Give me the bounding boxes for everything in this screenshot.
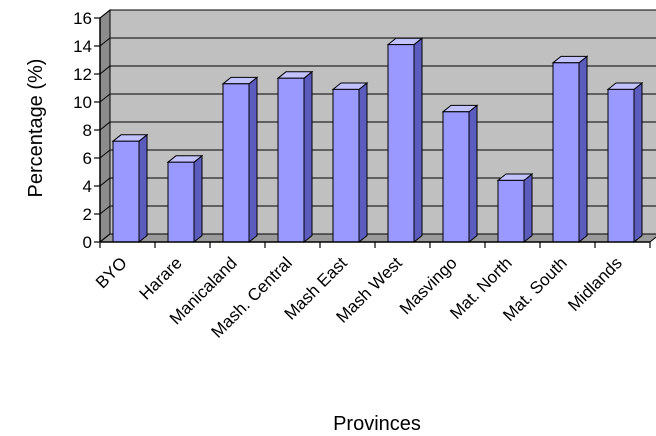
x-axis-title: Provinces (333, 413, 421, 435)
bar-side (633, 81, 643, 244)
y-axis-title: Percentage (%) (25, 59, 47, 198)
bar-front (442, 111, 470, 243)
bar-front (387, 44, 415, 243)
bar (386, 37, 424, 244)
y-tick-label: 4 (83, 177, 92, 196)
y-tick-labels: 0 2 4 6 8 10 12 14 16 (73, 9, 92, 252)
bar (496, 172, 534, 244)
y-tick-label: 2 (83, 205, 92, 224)
bar (166, 154, 204, 244)
bar-side (413, 37, 423, 244)
bar (111, 133, 149, 244)
y-tick-label: 16 (73, 9, 92, 28)
bar-side (248, 76, 258, 244)
bar-front (112, 140, 140, 243)
bar-side (358, 81, 368, 244)
gridline (99, 9, 656, 19)
x-tick-label: BYO (92, 253, 131, 292)
x-tick-label: Midlands (564, 253, 626, 315)
bar-front (167, 161, 195, 243)
bar-front (552, 62, 580, 243)
bar (221, 76, 259, 244)
axes (94, 17, 651, 248)
gridline (99, 65, 656, 75)
bar-front (497, 179, 525, 243)
y-tick-label: 8 (83, 121, 92, 140)
bar-side (303, 70, 313, 244)
y-tick-label: 0 (83, 233, 92, 252)
x-tick-label: Harare (136, 253, 186, 303)
bar-front (332, 88, 360, 243)
bar (441, 104, 479, 244)
bar (551, 55, 589, 244)
bar (276, 70, 314, 244)
bar-side (138, 133, 148, 244)
bar-front (607, 88, 635, 243)
bar (331, 81, 369, 244)
bar-front (222, 83, 250, 243)
bar-front (277, 77, 305, 243)
bar (606, 81, 644, 244)
gridline (99, 37, 656, 47)
bar-side (578, 55, 588, 244)
bar-side (468, 104, 478, 244)
bar-side (193, 154, 203, 244)
y-tick-label: 12 (73, 65, 92, 84)
bar-side (523, 172, 533, 244)
y-tick-label: 6 (83, 149, 92, 168)
y-tick-label: 10 (73, 93, 92, 112)
gridline (99, 93, 656, 103)
bars (111, 37, 644, 244)
y-tick-label: 14 (73, 37, 92, 56)
